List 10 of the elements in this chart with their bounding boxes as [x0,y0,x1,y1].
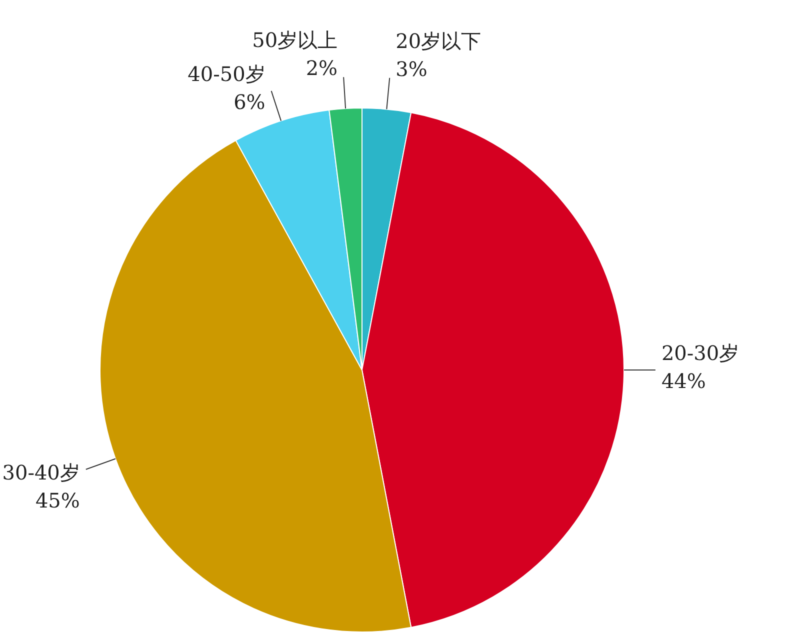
slice-label: 30-40岁 [2,460,80,484]
data-label: 45% [35,488,80,512]
data-label: 2% [306,56,338,80]
slice-label: 40-50岁 [188,62,266,86]
slice-label: 20岁以下 [396,28,482,53]
data-label: 44% [661,369,706,393]
slice-label: 20-30岁 [661,341,740,365]
slice-label: 50岁以上 [252,28,338,52]
data-label: 3% [396,56,428,81]
data-label: 6% [234,90,266,114]
